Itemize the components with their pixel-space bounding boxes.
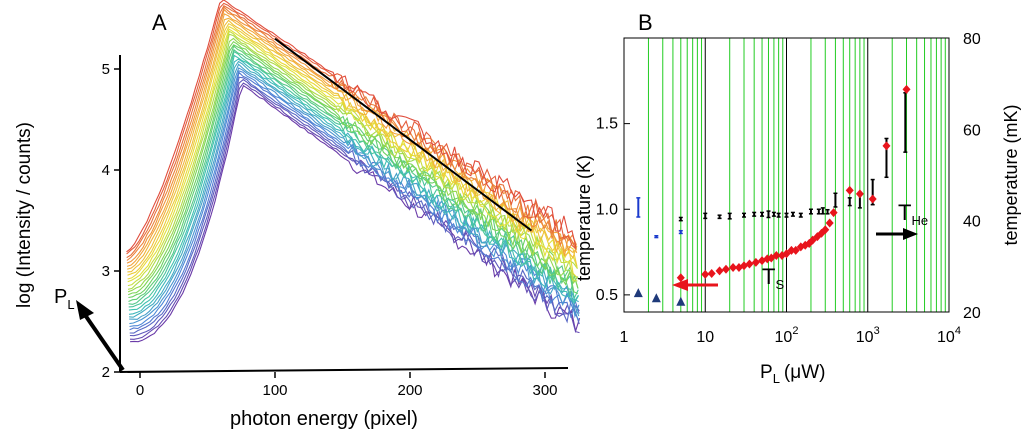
b-x-tick-label: 103 (856, 325, 880, 346)
a-y-axis-label: log (Intensity / counts) (14, 122, 35, 308)
ts-diamond-point (821, 225, 830, 235)
ts-diamond-point (676, 273, 685, 283)
ts-arrow-head (672, 279, 688, 291)
ts-diamond-point (787, 245, 796, 255)
ts-diamond-point (751, 257, 760, 267)
b-x-axis-label: PL (μW) (760, 362, 825, 386)
b-y-left-tick-label: 0.5 (596, 287, 618, 304)
a-y-ticks: 23456 (102, 61, 120, 381)
spectrum-line (128, 54, 579, 311)
b-y-right-tick-label: 80 (963, 31, 981, 48)
triangle-point (651, 293, 661, 303)
b-x-tick-label: 104 (937, 325, 961, 346)
b-y-right-tick-label: 60 (963, 122, 981, 139)
ts-diamond-point (868, 194, 877, 204)
spectrum-line (130, 84, 581, 343)
ts-diamond-point (701, 269, 710, 279)
ts-diamond-point (845, 185, 854, 195)
the-arrow-head (903, 228, 918, 240)
a-y-tick-label: 3 (102, 263, 110, 280)
b-grid (647, 38, 946, 312)
spectrum-line (127, 28, 578, 283)
b-y-right-label: temperature (mK) (1001, 104, 1021, 245)
a-y-tick-label: 4 (102, 162, 110, 179)
pl-arrow-head (76, 300, 94, 320)
spectrum-line (129, 78, 580, 337)
b-x-tick-label: 102 (775, 325, 799, 346)
spectrum-line (128, 58, 579, 315)
plot-frame (623, 37, 950, 313)
ts-diamond-point (715, 266, 724, 276)
spectrum-line (129, 76, 580, 334)
spectrum-line (129, 63, 580, 320)
spectrum-line (126, 0, 577, 253)
b-x-tick-label: 10 (696, 329, 714, 346)
ts-diamond-point (791, 245, 800, 255)
ts-diamond-point (855, 189, 864, 199)
spectrum-line (128, 48, 579, 305)
a-x-tick-label: 0 (136, 382, 144, 399)
panel-b-label: B (638, 10, 653, 35)
spectrum-line (128, 44, 579, 299)
a-x-tick-label: 100 (262, 382, 287, 399)
a-x-axis-label: photon energy (pixel) (230, 408, 418, 430)
b-y-left-tick-label: 1.0 (596, 201, 618, 218)
b-points (633, 84, 911, 306)
ts-diamond-point (882, 141, 891, 151)
ts-diamond-point (729, 262, 738, 272)
b-y-left-label: temperature (K) (574, 155, 594, 281)
panel-b: B 1 10 102 103 104 0.5 1.0 1.5 20 40 60 80 TS THe t… (574, 10, 1021, 386)
slope-line (274, 37, 533, 232)
a-x-tick-label: 300 (532, 382, 557, 399)
triangle-point (676, 296, 686, 306)
a-y-tick-label: 2 (102, 364, 110, 381)
ts-diamond-point (825, 218, 834, 228)
spectrum-line (127, 30, 578, 287)
a-y-tick-label: 5 (102, 61, 110, 78)
spectrum-line (128, 50, 579, 308)
pl-axis-label: PL (54, 286, 75, 312)
b-y-right-tick-label: 20 (963, 305, 981, 322)
spectrum-line (127, 40, 579, 296)
ts-diamond-point (745, 259, 754, 269)
b-y-left-tick-label: 1.5 (596, 116, 618, 133)
spectrum-line (126, 2, 577, 255)
b-ticks: 1 10 102 103 104 0.5 1.0 1.5 20 40 60 80 (596, 31, 981, 346)
panel-a-label: A (152, 10, 167, 35)
ts-diamond-point (721, 264, 730, 274)
spectrum-line (127, 19, 578, 273)
spectra-series (126, 0, 581, 343)
spectrum-line (129, 82, 580, 340)
pl-arrow-shaft (81, 310, 125, 372)
a-x-ticks: 0 100 200 300 (136, 372, 558, 399)
a-x-tick-label: 200 (397, 382, 422, 399)
a-x-axis (119, 367, 569, 373)
triangle-point (633, 288, 643, 298)
ts-diamond-point (902, 84, 911, 94)
ts-diamond-point (829, 208, 838, 218)
ts-diamond-point (772, 250, 781, 260)
b-x-tick-label: 1 (620, 329, 629, 346)
the-annotation: THe (898, 200, 928, 228)
spectrum-line (129, 67, 580, 325)
b-y-right-tick-label: 40 (963, 214, 981, 231)
ts-diamond-point (707, 268, 716, 278)
ts-series-label: TS (762, 264, 784, 292)
